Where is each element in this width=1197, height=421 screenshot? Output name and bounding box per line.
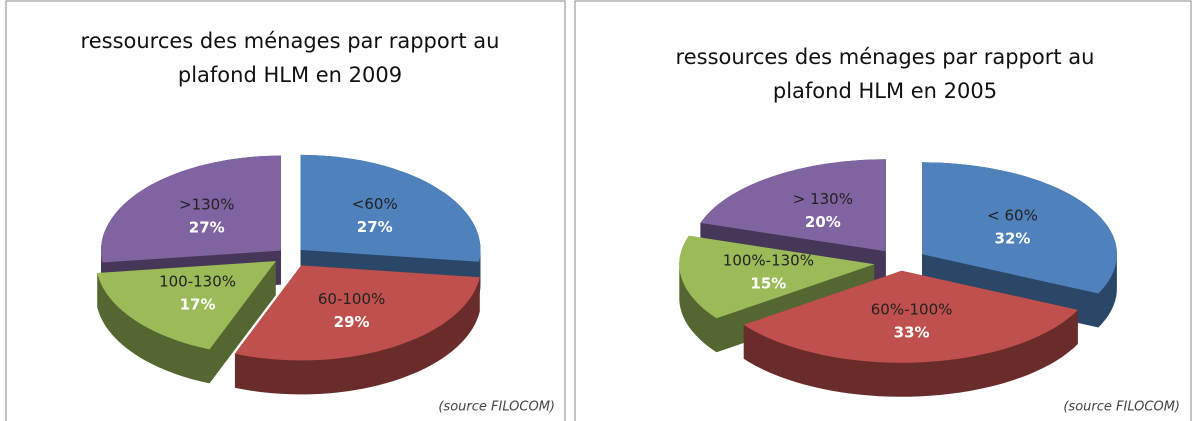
source-note: (source FILOCOM) (438, 400, 555, 415)
slice-category: >130% (179, 196, 234, 214)
slice (679, 235, 875, 319)
slice (922, 162, 1117, 294)
slice-value: 15% (750, 275, 786, 293)
slice-category: 100-130% (159, 273, 236, 291)
slice (743, 270, 1078, 363)
slice (101, 155, 281, 263)
slice-value: 20% (805, 213, 841, 231)
slice-category: <60% (352, 195, 398, 213)
slice-category: 60%-100% (871, 301, 953, 319)
slice (300, 154, 481, 262)
chart-title: plafond HLM en 2009 (178, 63, 402, 87)
chart-title: ressources des ménages par rapport au (676, 45, 1095, 69)
slice-value: 27% (189, 219, 225, 237)
slice-value: 17% (180, 296, 216, 314)
chart-title: ressources des ménages par rapport au (81, 29, 500, 53)
chart-title: plafond HLM en 2005 (773, 79, 997, 103)
slice-value: 33% (894, 324, 930, 342)
slice-category: 60-100% (318, 290, 385, 308)
slice (700, 159, 886, 252)
slice-category: < 60% (987, 207, 1038, 225)
slice-category: 100%-130% (723, 252, 814, 270)
slice-value: 27% (357, 218, 393, 236)
slice-value: 29% (334, 313, 370, 331)
slice (234, 265, 480, 361)
slice-category: > 130% (793, 190, 853, 208)
slice-value: 32% (995, 230, 1031, 248)
source-note: (source FILOCOM) (1063, 400, 1180, 415)
slice (97, 261, 276, 350)
